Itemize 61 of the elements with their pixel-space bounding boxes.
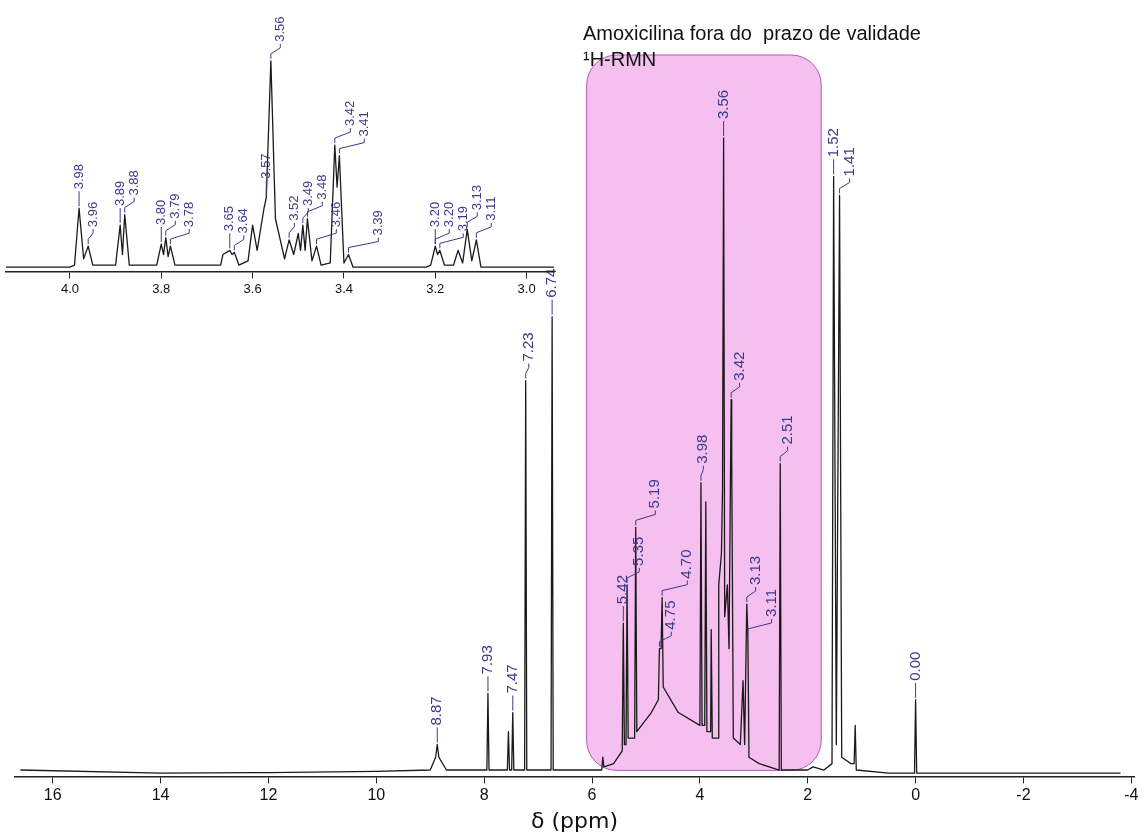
annotation: 3.80 [152, 199, 168, 226]
annotation: 3.48 [313, 174, 329, 200]
x-tick-label: 2 [803, 786, 813, 804]
x-tick-label: 4.0 [60, 280, 79, 296]
annotation: 1.52 [823, 128, 841, 158]
annotation: 7.23 [518, 332, 536, 362]
annotation: 0.00 [905, 651, 923, 681]
annotation: 7.93 [478, 645, 496, 675]
x-tick-label: -2 [1016, 786, 1031, 804]
annotation: 3.88 [125, 170, 141, 196]
x-tick-label: 3.0 [517, 280, 536, 296]
annotation: 2.51 [777, 415, 795, 445]
chart-title: Amoxicilina fora do prazo de validade [583, 21, 921, 46]
x-tick-label: 4 [695, 786, 705, 804]
annotation: 3.52 [285, 195, 301, 221]
x-tick-label: 8 [479, 786, 489, 804]
x-tick-label: 14 [151, 786, 170, 804]
annotation: 4.75 [661, 600, 679, 630]
x-tick-label: 3.8 [152, 280, 171, 296]
annotation: 5.35 [629, 536, 647, 566]
annotation: 3.96 [84, 201, 100, 228]
annotation: 3.13 [745, 555, 763, 586]
annotation: 3.11 [482, 196, 498, 221]
annotation: 3.89 [111, 180, 127, 207]
annotation: 3.56 [271, 16, 287, 42]
x-tick-label: 16 [43, 786, 62, 804]
annotation: 3.20 [440, 201, 456, 228]
annotation: 8.87 [427, 696, 445, 726]
chart-subtitle: ¹H-RMN [583, 47, 658, 72]
x-tick-label: 6 [587, 786, 597, 804]
annotation: 3.19 [454, 206, 470, 232]
annotation: 3.64 [235, 208, 251, 234]
x-tick-label: 3.2 [426, 280, 445, 296]
annotation: 3.65 [221, 206, 237, 232]
annotation: 7.47 [502, 664, 520, 694]
x-tick-label: 3.6 [243, 280, 262, 296]
annotation: 3.79 [166, 193, 182, 219]
annotation: 3.56 [713, 89, 731, 119]
annotation: 3.42 [729, 351, 747, 381]
x-tick-label: 3.4 [334, 280, 353, 296]
annotation: 3.57 [257, 153, 273, 179]
annotation: 3.39 [369, 210, 385, 236]
annotation: 5.19 [645, 479, 663, 509]
x-axis-title: δ (ppm) [531, 807, 618, 833]
annotation: 3.46 [327, 201, 343, 228]
x-tick-label: 0 [911, 786, 921, 804]
annotation: 5.42 [613, 574, 631, 605]
x-tick-label: -4 [1124, 786, 1139, 804]
annotation: 3.98 [693, 434, 711, 464]
annotation: 3.49 [299, 180, 315, 207]
annotation: 3.13 [468, 184, 484, 211]
x-tick-label: 10 [367, 786, 386, 804]
annotation: 3.20 [426, 201, 442, 228]
annotation: 1.41 [839, 147, 857, 177]
annotation: 3.41 [355, 111, 371, 137]
annotation: 3.11 [761, 588, 779, 617]
annotation: 3.98 [70, 163, 86, 190]
annotation: 4.70 [677, 549, 695, 579]
annotation: 3.78 [180, 201, 196, 228]
annotation: 3.42 [341, 100, 357, 127]
x-tick-label: 12 [259, 786, 278, 804]
